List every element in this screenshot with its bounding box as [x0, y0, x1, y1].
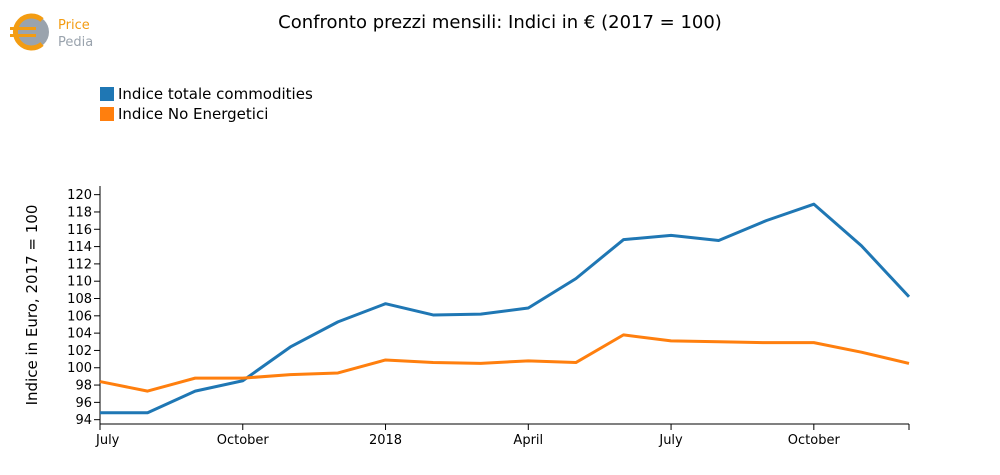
y-tick-label: 118: [67, 205, 92, 220]
x-axis: July October 2018 April July October: [95, 423, 910, 448]
legend-label-totale: Indice totale commodities: [118, 85, 313, 103]
y-tick-label: 104: [67, 327, 92, 342]
logo-globe-icon: [15, 15, 49, 49]
series-line-totale[interactable]: [100, 202, 911, 415]
chart-title: Confronto prezzi mensili: Indici in € (2…: [278, 12, 722, 33]
chart-legend: Indice totale commodities Indice No Ener…: [100, 84, 313, 124]
y-axis-label: Indice in Euro, 2017 = 100: [23, 205, 41, 406]
y-tick-label: 108: [67, 292, 92, 307]
x-tick-label: October: [788, 433, 841, 448]
x-tick-label: April: [513, 433, 543, 448]
x-tick-label: 2018: [369, 433, 402, 448]
y-tick-label: 114: [67, 240, 92, 255]
y-tick-label: 94: [75, 413, 92, 428]
x-tick-label: July: [95, 433, 120, 448]
legend-item-totale[interactable]: Indice totale commodities: [100, 84, 313, 104]
y-tick-label: 96: [75, 396, 92, 411]
legend-label-no-energetici: Indice No Energetici: [118, 105, 269, 123]
y-tick-label: 106: [67, 309, 92, 324]
logo-text-price: Price: [58, 18, 90, 33]
x-tick-label: October: [217, 433, 270, 448]
x-tick-label: July: [658, 433, 683, 448]
y-tick-label: 102: [67, 344, 92, 359]
legend-swatch-totale: [100, 87, 114, 101]
pricepedia-logo: Price Pedia: [10, 13, 93, 51]
y-tick-label: 120: [67, 188, 92, 203]
y-tick-label: 98: [75, 379, 92, 394]
series-lines: [99, 202, 911, 415]
y-tick-label: 110: [67, 275, 92, 290]
series-line-no-energetici[interactable]: [99, 333, 910, 393]
logo-euro-icon: [12, 13, 44, 51]
legend-item-no-energetici[interactable]: Indice No Energetici: [100, 104, 313, 124]
y-tick-label: 112: [67, 257, 92, 272]
legend-swatch-no-energetici: [100, 107, 114, 121]
y-tick-label: 100: [67, 361, 92, 376]
y-tick-label: 116: [67, 223, 92, 238]
logo-text-pedia: Pedia: [58, 35, 93, 50]
y-axis: 94 96 98 100 102 104 106 108 110 112 114 116 118 120: [67, 186, 101, 428]
